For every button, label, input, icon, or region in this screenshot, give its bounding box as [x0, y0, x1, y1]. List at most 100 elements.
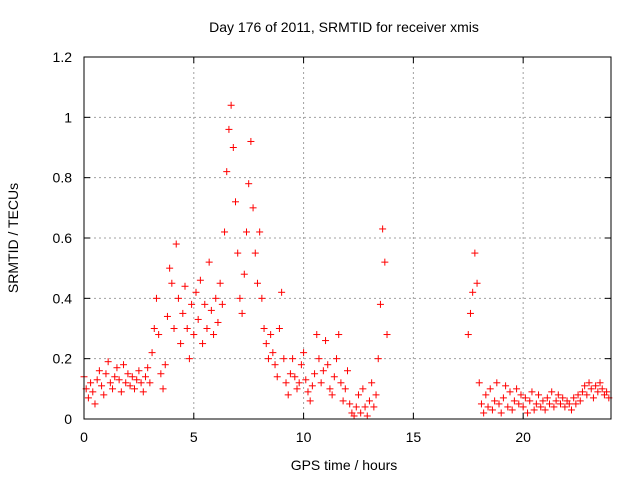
data-point	[570, 394, 578, 402]
data-point	[221, 228, 229, 236]
data-point	[517, 391, 525, 399]
data-point	[124, 370, 132, 378]
data-point	[218, 300, 226, 308]
data-point	[214, 318, 222, 326]
data-points	[80, 101, 613, 420]
data-point	[242, 228, 250, 236]
data-point	[269, 349, 277, 357]
data-point	[128, 373, 136, 381]
data-point	[122, 379, 130, 387]
data-point	[232, 198, 240, 206]
data-point	[135, 367, 143, 375]
data-point	[95, 367, 103, 375]
data-point	[471, 249, 479, 257]
data-point	[289, 355, 297, 363]
data-point	[346, 400, 354, 408]
data-point	[84, 394, 92, 402]
data-point	[341, 385, 349, 393]
data-point	[344, 367, 351, 375]
data-point	[473, 279, 481, 287]
data-point	[161, 361, 169, 369]
data-point	[109, 385, 117, 393]
data-point	[532, 400, 540, 408]
data-point	[506, 388, 514, 396]
data-point	[552, 397, 560, 405]
data-point	[337, 379, 345, 387]
data-point	[100, 391, 108, 399]
data-point	[126, 382, 134, 390]
data-point	[133, 376, 141, 384]
data-point	[196, 276, 204, 284]
data-point	[104, 358, 112, 366]
data-point	[565, 400, 573, 408]
data-point	[592, 382, 600, 390]
data-point	[315, 355, 323, 363]
x-tick-label: 15	[406, 429, 422, 445]
y-tick-label: 0	[64, 411, 72, 427]
y-tick-label: 0.4	[53, 290, 73, 306]
data-point	[311, 370, 319, 378]
data-point	[300, 349, 308, 357]
data-point	[317, 379, 325, 387]
data-point	[548, 388, 556, 396]
data-point	[482, 391, 490, 399]
data-point	[188, 300, 196, 308]
data-point	[264, 355, 272, 363]
data-point	[144, 364, 152, 372]
y-tick-label: 0.8	[53, 170, 73, 186]
data-point	[150, 325, 158, 332]
data-point	[352, 403, 360, 411]
data-point	[541, 406, 549, 414]
data-point	[210, 331, 218, 339]
data-point	[372, 391, 380, 399]
data-point	[205, 258, 213, 266]
y-tick-label: 0.2	[53, 351, 73, 367]
data-point	[502, 382, 510, 390]
data-point	[491, 397, 499, 405]
data-point	[567, 406, 575, 414]
plot-frame	[83, 56, 612, 420]
data-point	[363, 412, 371, 420]
data-point	[524, 409, 532, 417]
data-point	[324, 361, 332, 369]
data-point	[383, 331, 391, 339]
data-point	[585, 379, 593, 387]
data-point	[256, 228, 264, 236]
data-point	[376, 300, 384, 308]
data-point	[510, 397, 518, 405]
data-point	[199, 340, 207, 348]
data-point	[267, 331, 275, 339]
data-point	[350, 412, 358, 420]
data-point	[333, 355, 341, 363]
data-point	[271, 361, 279, 369]
data-point	[302, 376, 310, 384]
data-point	[87, 379, 95, 387]
data-point	[574, 391, 582, 399]
data-point	[335, 331, 343, 339]
y-tick-label: 1.2	[53, 49, 73, 65]
data-point	[379, 225, 387, 233]
data-point	[253, 279, 261, 287]
data-point	[466, 309, 474, 317]
data-point	[319, 367, 327, 375]
data-point	[249, 204, 257, 212]
x-tick-label: 20	[515, 429, 531, 445]
data-point	[589, 394, 597, 402]
data-point	[102, 370, 110, 378]
data-point	[293, 385, 301, 393]
data-point	[603, 388, 611, 396]
chart-title: Day 176 of 2011, SRMTID for receiver xmi…	[209, 19, 479, 35]
data-point	[247, 137, 255, 145]
data-point	[578, 388, 586, 396]
data-point	[480, 409, 488, 417]
data-point	[535, 391, 543, 399]
data-point	[260, 325, 268, 332]
data-point	[596, 379, 604, 387]
data-point	[240, 270, 248, 278]
data-point	[583, 391, 591, 399]
data-point	[513, 385, 521, 393]
data-point	[370, 403, 378, 411]
data-point	[159, 385, 167, 393]
data-point	[504, 403, 512, 411]
